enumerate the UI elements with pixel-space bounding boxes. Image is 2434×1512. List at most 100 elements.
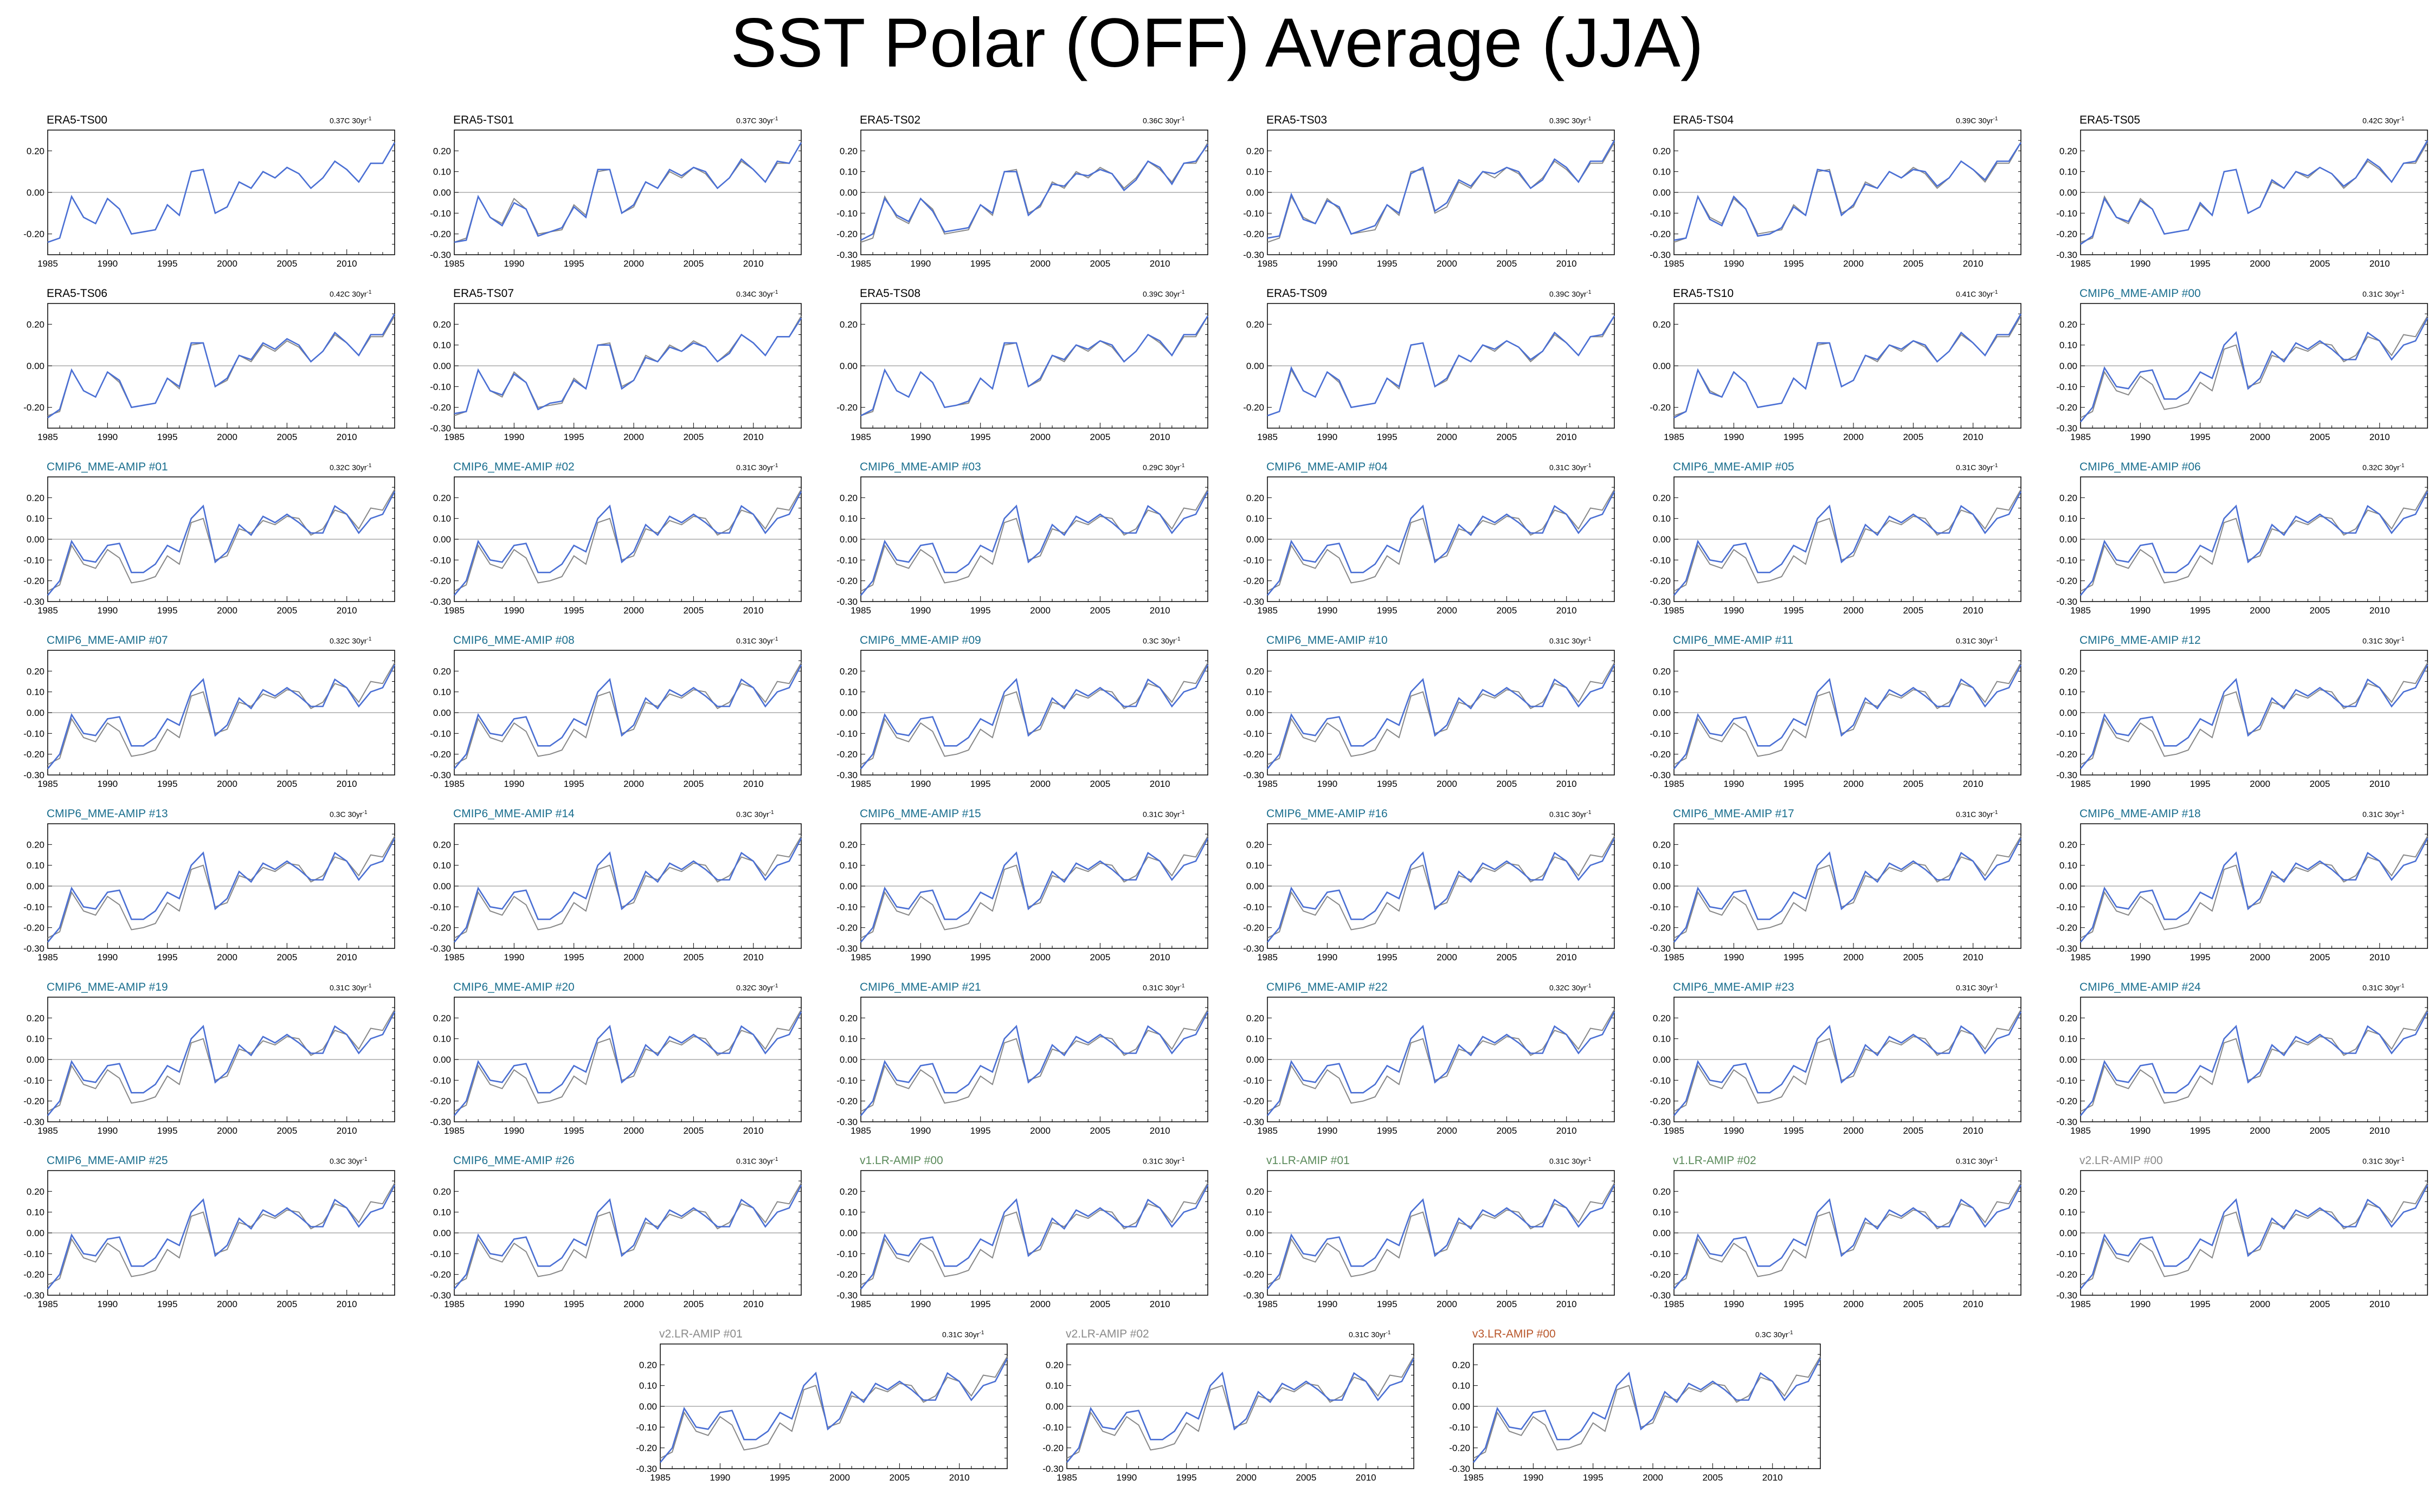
- x-tick-label: 1990: [1723, 1126, 1744, 1136]
- model-series-line: [1673, 1011, 2022, 1116]
- y-tick-label: -0.20: [430, 749, 451, 760]
- y-tick-label: -0.20: [1243, 923, 1264, 933]
- model-series-line: [1266, 1185, 1615, 1290]
- y-tick-label: -0.30: [1042, 1464, 1064, 1474]
- y-tick-label: 0.10: [840, 687, 858, 697]
- panel-plot: 1985 1990 1995 2000 2005 2010 0.20 0.00 -0.20: [836, 303, 1209, 442]
- x-tick-label: 2000: [623, 1299, 644, 1309]
- x-tick-label: 2010: [1150, 779, 1170, 789]
- x-tick-label: 1990: [97, 432, 118, 442]
- y-tick-label: 0.10: [1246, 687, 1264, 697]
- y-tick-label: -0.20: [23, 1096, 44, 1107]
- y-tick-label: -0.20: [1650, 576, 1671, 586]
- y-tick-label: -0.10: [1243, 1075, 1264, 1085]
- x-tick-label: 1990: [1723, 952, 1744, 962]
- y-tick-label: -0.20: [430, 229, 451, 240]
- reference-series-line: [860, 1183, 1208, 1285]
- chart-panel: CMIP6_MME-AMIP #18 0.31C 30yr-1 1985 1990 19…: [2037, 807, 2429, 975]
- y-tick-label: 0.00: [840, 188, 858, 198]
- panel-plot: 1985 1990 1995 2000 2005 2010 0.20 0.10 0.00 -0.1…: [1243, 476, 1615, 616]
- x-tick-label: 1995: [2190, 779, 2211, 789]
- chart-panel: CMIP6_MME-AMIP #21 0.31C 30yr-1 1985 1990 19…: [817, 981, 1209, 1149]
- panel-plot: 1985 1990 1995 2000 2005 2010 0.20 0.10 0.00 -0.1…: [2056, 823, 2429, 962]
- y-tick-label: -0.30: [1243, 944, 1264, 954]
- trend-label: 0.31C 30yr-1: [1956, 810, 1998, 819]
- page-title: SST Polar (OFF) Average (JJA): [730, 4, 1704, 82]
- x-tick-label: 1995: [1783, 432, 1804, 442]
- x-tick-label: 1990: [2130, 1126, 2150, 1136]
- x-tick-label: 2005: [2309, 1126, 2330, 1136]
- y-tick-label: -0.30: [1650, 1290, 1671, 1301]
- panel-plot: 1985 1990 1995 2000 2005 2010 0.20 0.10 0.00 -0.1…: [2056, 650, 2429, 789]
- model-series-line: [2079, 1011, 2429, 1116]
- x-tick-label: 1995: [1783, 605, 1804, 616]
- x-tick-label: 2010: [743, 779, 764, 789]
- x-tick-label: 2010: [743, 432, 764, 442]
- trend-label: 0.31C 30yr-1: [2362, 983, 2405, 992]
- panel-title: CMIP6_MME-AMIP #25: [47, 1154, 168, 1167]
- x-tick-label: 2010: [2369, 952, 2390, 962]
- trend-label: 0.31C 30yr-1: [2362, 289, 2405, 299]
- y-tick-label: 0.20: [433, 493, 451, 503]
- x-tick-label: 1995: [2190, 952, 2211, 962]
- panel-title: CMIP6_MME-AMIP #21: [860, 981, 981, 993]
- y-tick-label: 0.00: [1452, 1401, 1470, 1412]
- x-tick-label: 2010: [337, 779, 357, 789]
- x-tick-label: 2010: [1150, 1126, 1170, 1136]
- chart-panel: CMIP6_MME-AMIP #14 0.3C 30yr-1 1985 1990 199…: [411, 807, 802, 975]
- x-tick-label: 1990: [910, 1126, 931, 1136]
- x-tick-label: 2005: [1903, 1299, 1923, 1309]
- x-tick-label: 2000: [1437, 1126, 1457, 1136]
- y-tick-label: 0.20: [840, 1013, 858, 1023]
- model-series-line: [453, 491, 802, 596]
- y-tick-label: 0.20: [639, 1360, 657, 1370]
- y-tick-label: 0.20: [1653, 146, 1671, 156]
- y-tick-label: 0.00: [840, 361, 858, 371]
- x-tick-label: 1985: [851, 432, 871, 442]
- x-tick-label: 1990: [910, 432, 931, 442]
- y-tick-label: -0.10: [430, 208, 451, 218]
- x-tick-label: 1995: [1783, 259, 1804, 269]
- y-tick-label: 0.00: [1653, 1055, 1671, 1065]
- x-tick-label: 1985: [37, 779, 58, 789]
- y-tick-label: -0.10: [1650, 555, 1671, 565]
- x-tick-label: 2005: [1702, 1472, 1723, 1483]
- x-tick-label: 2010: [1556, 432, 1577, 442]
- panel-title: CMIP6_MME-AMIP #13: [47, 807, 168, 820]
- reference-series-line: [1673, 662, 2021, 765]
- y-tick-label: -0.30: [836, 944, 858, 954]
- y-tick-label: 0.10: [433, 687, 451, 697]
- y-tick-label: 0.10: [2059, 514, 2077, 524]
- model-series-line: [2079, 318, 2429, 423]
- y-tick-label: 0.10: [2059, 167, 2077, 177]
- reference-series-line: [660, 1356, 1008, 1459]
- model-series-line: [860, 664, 1209, 770]
- x-tick-label: 2000: [1843, 952, 1864, 962]
- x-tick-label: 1990: [2130, 259, 2150, 269]
- x-tick-label: 2005: [1496, 432, 1517, 442]
- chart-panel: ERA5-TS10 0.41C 30yr-1 1985 1990 1995 2000 200…: [1631, 287, 2022, 455]
- y-tick-label: 0.10: [1653, 1034, 1671, 1044]
- y-tick-label: -0.20: [836, 749, 858, 760]
- model-series-line: [659, 1358, 1008, 1463]
- x-tick-label: 2010: [1150, 952, 1170, 962]
- x-tick-label: 2005: [1090, 432, 1110, 442]
- trend-label: 0.36C 30yr-1: [1143, 116, 1185, 125]
- x-tick-label: 2005: [276, 259, 297, 269]
- chart-panel: CMIP6_MME-AMIP #16 0.31C 30yr-1 1985 1990 19…: [1224, 807, 1615, 975]
- y-tick-label: 0.20: [27, 493, 44, 503]
- x-tick-label: 2010: [1150, 432, 1170, 442]
- y-tick-label: -0.10: [430, 728, 451, 739]
- y-tick-label: 0.00: [433, 534, 451, 545]
- panel-title: ERA5-TS06: [47, 287, 108, 300]
- x-tick-label: 2000: [1843, 259, 1864, 269]
- trend-label: 0.31C 30yr-1: [2362, 1156, 2405, 1166]
- x-tick-label: 2010: [1762, 1472, 1783, 1483]
- reference-series-line: [47, 662, 395, 765]
- chart-panel: CMIP6_MME-AMIP #19 0.31C 30yr-1 1985 1990 19…: [4, 981, 396, 1149]
- x-tick-label: 1985: [851, 1299, 871, 1309]
- y-tick-label: 0.20: [27, 1013, 44, 1023]
- x-tick-label: 2005: [2309, 952, 2330, 962]
- chart-panel: ERA5-TS09 0.39C 30yr-1 1985 1990 1995 2000 200…: [1224, 287, 1615, 455]
- y-tick-label: 0.00: [1246, 708, 1264, 718]
